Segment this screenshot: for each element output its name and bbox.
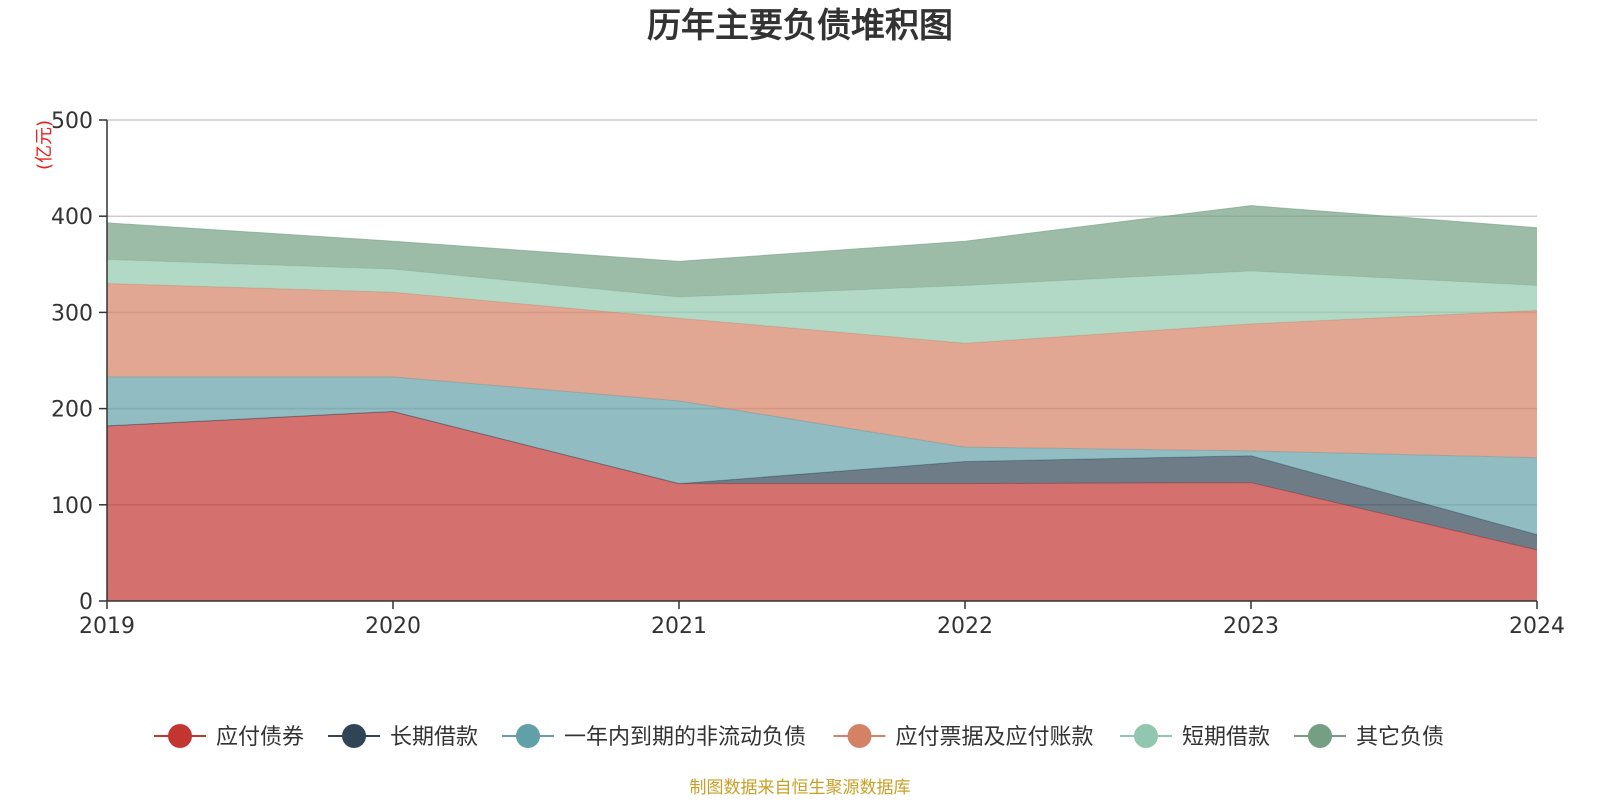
- area-series: [106, 205, 1538, 601]
- x-tick-label: 2022: [937, 614, 993, 639]
- legend-label: 一年内到期的非流动负债: [564, 725, 806, 750]
- legend-marker: [342, 724, 366, 748]
- area-长期借款: [107, 411, 1537, 550]
- y-tick-label: 300: [51, 301, 93, 326]
- y-tick-label: 200: [51, 398, 93, 423]
- data-source-note: 制图数据来自恒生聚源数据库: [690, 778, 911, 798]
- area-应付票据及应付账款: [107, 283, 1537, 458]
- y-tick-label: 100: [51, 494, 93, 519]
- legend-label: 应付债券: [216, 725, 304, 750]
- legend-item[interactable]: 应付债券: [154, 724, 304, 750]
- legend-item[interactable]: 应付票据及应付账款: [833, 724, 1094, 750]
- y-axis-unit: (亿元): [34, 120, 55, 170]
- axes: 0 100 200 300 400 500 2019 2020 2021 2022 2023 2024: [51, 109, 1565, 639]
- legend-marker: [1308, 724, 1332, 748]
- legend-item[interactable]: 一年内到期的非流动负债: [502, 724, 806, 750]
- legend-marker: [516, 724, 540, 748]
- area-应付债券: [107, 411, 1537, 601]
- legend-label: 短期借款: [1182, 725, 1270, 750]
- area-短期借款: [107, 259, 1537, 344]
- legend: 应付债券 长期借款 一年内到期的非流动负债 应付票据及应付账款 短期借款 其它负债: [154, 724, 1444, 750]
- x-tick-label: 2020: [365, 614, 421, 639]
- legend-marker: [847, 724, 872, 748]
- legend-label: 其它负债: [1356, 725, 1444, 750]
- area-一年内到期的非流动负债: [107, 376, 1537, 535]
- x-tick-label: 2019: [79, 614, 135, 639]
- y-tick-label: 0: [79, 590, 93, 615]
- chart-title: 历年主要负债堆积图: [647, 6, 953, 46]
- x-tick-label: 2021: [651, 614, 707, 639]
- x-tick-label: 2024: [1509, 614, 1565, 639]
- legend-marker: [1134, 724, 1158, 748]
- legend-label: 应付票据及应付账款: [896, 725, 1094, 750]
- x-tick-label: 2023: [1223, 614, 1279, 639]
- y-tick-label: 400: [51, 205, 93, 230]
- y-tick-label: 500: [51, 109, 93, 134]
- legend-item[interactable]: 其它负债: [1294, 724, 1444, 750]
- legend-item[interactable]: 长期借款: [328, 724, 478, 750]
- legend-item[interactable]: 短期借款: [1120, 724, 1270, 750]
- legend-label: 长期借款: [390, 725, 478, 750]
- legend-marker: [168, 724, 192, 748]
- area-line-其它负债: [106, 205, 1538, 262]
